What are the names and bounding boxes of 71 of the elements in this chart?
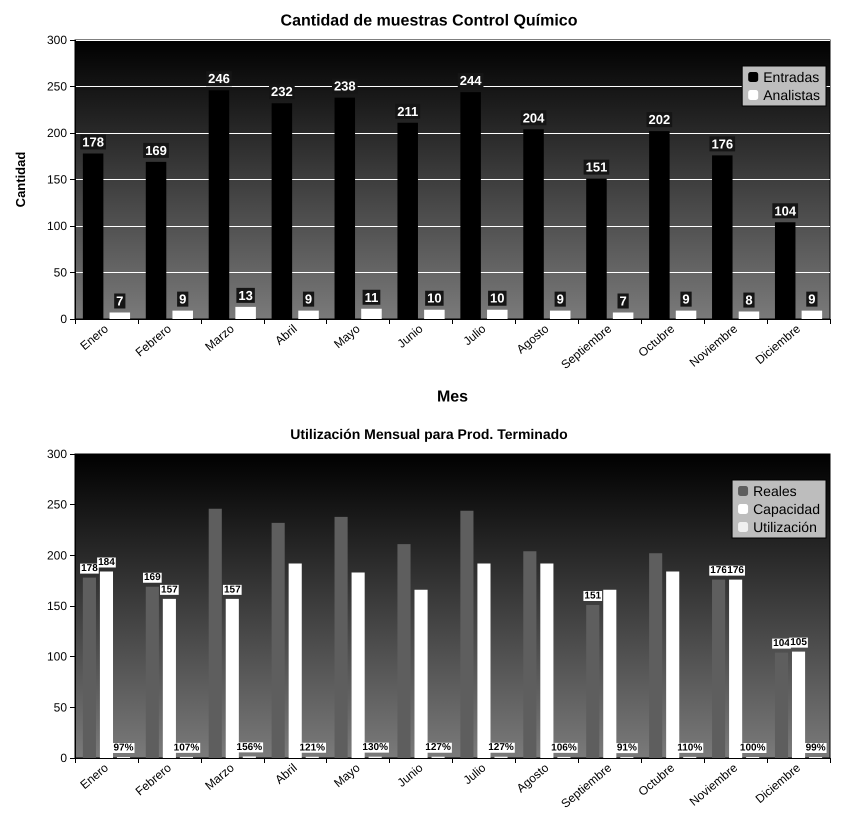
legend-label: Analistas (763, 87, 820, 103)
y-tick-label: 100 (46, 219, 68, 233)
x-axis-title: Mes (436, 388, 468, 406)
data-label: 151 (584, 590, 602, 602)
data-label: 9 (556, 292, 564, 307)
data-label: 11 (364, 290, 378, 305)
data-label: 176 (710, 565, 728, 576)
legend-label: Reales (753, 483, 797, 499)
y-tick-label: 200 (46, 126, 68, 140)
data-label: 169 (144, 572, 162, 584)
data-label: 169 (145, 142, 167, 158)
data-label: 10 (427, 290, 442, 306)
y-tick-label: 0 (60, 751, 68, 765)
data-label: 107% (174, 742, 200, 754)
chart-title: Utilización Mensual para Prod. Terminado (290, 426, 568, 442)
data-label: 176 (727, 565, 744, 576)
data-label: 104 (774, 203, 797, 218)
data-label: 204 (522, 110, 546, 126)
data-label: 8 (745, 292, 753, 308)
data-label: 110% (677, 742, 702, 754)
data-label: 176 (711, 136, 734, 152)
x-tick-label: Julio (460, 760, 489, 788)
data-label: 157 (224, 584, 242, 596)
data-label: 202 (648, 112, 670, 128)
legend-label: Utilización (753, 519, 817, 535)
y-tick-label: 250 (46, 498, 68, 512)
data-label: 7 (116, 293, 124, 308)
y-tick-label: 300 (46, 447, 68, 461)
data-label: 10 (490, 290, 505, 306)
y-tick-label: 150 (46, 172, 68, 186)
data-label: 13 (238, 288, 253, 303)
data-label: 121% (299, 742, 326, 754)
data-label: 156% (236, 742, 262, 753)
y-tick-label: 250 (46, 80, 68, 94)
data-label: 244 (460, 73, 482, 88)
data-label: 130% (362, 742, 388, 754)
data-label: 91% (616, 742, 637, 754)
data-label: 104 (773, 638, 790, 650)
data-label: 100% (740, 742, 766, 754)
data-label: 232 (271, 84, 293, 100)
data-label: 238 (334, 78, 356, 94)
y-tick-label: 200 (46, 548, 68, 562)
data-label: 9 (682, 292, 690, 307)
data-label: 9 (179, 292, 186, 307)
y-tick-label: 150 (46, 599, 68, 613)
legend-label: Entradas (763, 69, 820, 85)
y-tick-label: 0 (60, 312, 68, 326)
data-label: 157 (161, 584, 178, 596)
y-tick-label: 300 (46, 33, 68, 47)
data-label: 99% (806, 742, 826, 754)
data-label: 151 (586, 160, 608, 175)
x-tick-label: Julio (460, 321, 489, 348)
y-tick-label: 50 (54, 700, 68, 714)
chart-title: Cantidad de muestras Control Químico (280, 12, 578, 30)
data-label: 105 (790, 637, 808, 648)
data-label: 106% (551, 742, 577, 754)
y-tick-label: 100 (46, 650, 68, 664)
data-label: 246 (208, 71, 230, 86)
y-axis-title: Cantidad (13, 152, 28, 208)
data-label: 127% (488, 742, 514, 754)
data-label: 9 (808, 292, 816, 307)
data-label: 178 (82, 134, 104, 150)
data-label: 97% (113, 742, 134, 754)
y-tick-label: 50 (54, 266, 68, 280)
data-label: 178 (81, 563, 98, 574)
data-label: 127% (425, 742, 451, 754)
data-label: 9 (304, 292, 312, 307)
data-label: 211 (397, 104, 418, 119)
legend-label: Capacidad (753, 501, 820, 517)
data-label: 184 (98, 557, 116, 568)
data-label: 7 (620, 293, 627, 308)
